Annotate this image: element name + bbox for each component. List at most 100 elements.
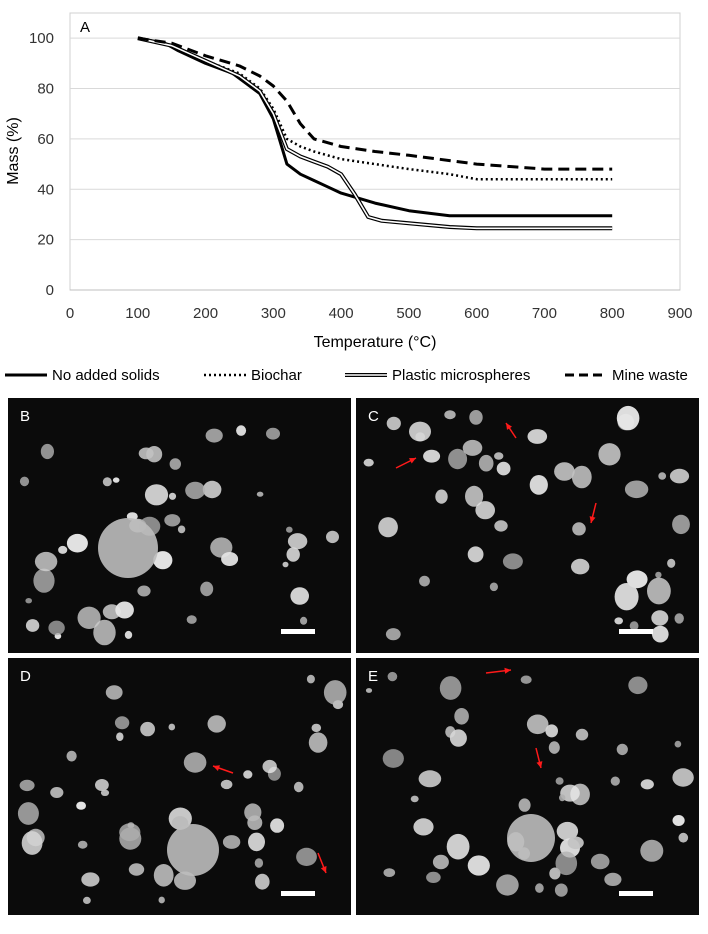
particle [177,525,186,534]
particle [554,462,575,481]
y-axis-title: Mass (%) [5,117,22,185]
y-tick-label: 60 [37,131,54,148]
particle [58,545,68,554]
particle [496,874,519,896]
particle [256,491,264,497]
particle [66,533,88,553]
particle [640,839,664,862]
particle [296,847,317,866]
particle [282,561,289,568]
particle [385,628,401,641]
particle [413,818,434,836]
particle [387,671,398,682]
particle [293,781,304,793]
particle [467,546,484,563]
particle [432,854,449,870]
red-arrow-head [506,423,512,430]
series-line-plastic-microspheres-inner [137,37,613,230]
y-tick-label: 0 [46,282,54,299]
particle [77,840,88,849]
particle [378,517,398,538]
particle [144,484,169,506]
particle [222,835,241,849]
particle [672,768,694,787]
microscopy-image-c [356,398,699,653]
particle [137,585,151,597]
particle [575,728,589,741]
particle [527,429,548,444]
particle [614,617,623,625]
particle [48,620,65,636]
particle [287,533,308,550]
panel-label-a: A [80,19,90,36]
particle [610,776,620,786]
particle [439,676,462,700]
particle [66,750,77,762]
particle [624,480,649,499]
particle [286,526,293,533]
particle [255,873,270,890]
series-line-biochar [137,36,613,181]
legend-label: No added solids [52,366,160,384]
particle [667,558,676,568]
particle [651,610,669,626]
red-arrow-head [536,761,543,768]
particle [454,708,469,725]
particle [254,858,264,868]
red-arrow-head [213,765,220,771]
particle [311,723,322,733]
legend-label: Mine waste [612,366,688,384]
particle [146,446,163,463]
particle [93,619,116,646]
series-line-plastic-microspheres [137,36,613,231]
photo-panel-d: D [8,658,351,915]
particle [100,789,110,796]
red-arrow-head [504,667,511,674]
particle [672,815,685,826]
axis-ticks: 0 20 40 60 80 100 0 100 200 300 400 500 600 700 800 900 [29,30,693,322]
particle [446,833,470,860]
particle [153,551,173,570]
particle [300,616,308,625]
particle [423,449,441,463]
legend-label: Plastic microspheres [392,366,531,384]
particle [262,759,277,774]
legend-item-plastic-microspheres: Plastic microspheres [345,362,530,388]
particle [529,475,548,495]
particle [220,779,233,790]
particle [116,732,124,741]
x-tick-label: 300 [261,305,286,322]
particle [290,587,310,605]
particle [449,729,467,747]
particle [119,827,142,850]
particle [590,853,610,870]
legend-item-biochar: Biochar [204,362,302,388]
particle [478,454,494,472]
particle [102,477,112,487]
legend-swatch-dashed [565,373,607,377]
particle [200,581,214,597]
y-tick-label: 20 [37,232,54,249]
microscopy-image-b [8,398,351,653]
particle [658,472,667,480]
particle [614,583,639,611]
particle [674,740,682,748]
particle [168,492,177,500]
x-tick-label: 500 [396,305,421,322]
particle [435,489,448,504]
particle [410,795,419,803]
particle [572,522,586,536]
particle [444,410,456,420]
panel-label-d: D [20,668,31,685]
particle [669,468,690,484]
particle [616,743,628,756]
series-line-mine-waste [137,36,613,171]
legend-swatch-double [345,373,387,377]
particle [383,868,396,877]
scale-bar [619,891,653,896]
particle [496,461,511,476]
particle [419,575,430,587]
photo-panel-b: B [8,398,351,653]
particle [567,836,584,850]
legend-label: Biochar [251,366,302,384]
